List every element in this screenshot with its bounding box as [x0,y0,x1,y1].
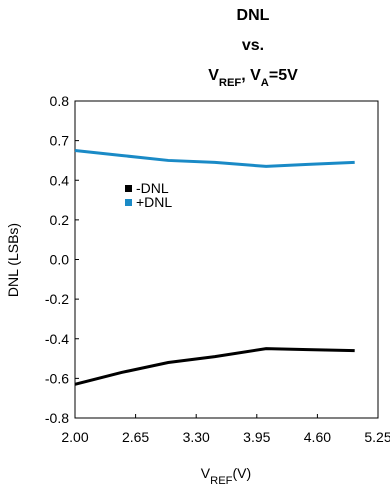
legend-swatch [125,199,132,206]
chart-title: vs. [242,37,264,54]
data-line [74,149,355,168]
chart-title-part: , V [241,67,261,84]
legend-label: -DNL [136,180,169,196]
chart-title-part: V [208,67,219,84]
data-line [74,347,355,386]
chart-title: DNL [237,7,270,24]
chart-title-part: A [261,77,269,89]
x-tick-label: 3.30 [183,429,210,445]
y-tick-label: -0.4 [45,331,69,347]
y-tick-label: 0.7 [50,133,70,149]
x-axis-label-part: REF [210,475,233,487]
y-tick-label: -0.6 [45,370,69,386]
chart-title-part: REF [219,77,242,89]
legend-swatch [125,185,132,192]
chart-title: VREF, VA=5V [208,67,298,89]
y-axis-label: DNL (LSBs) [5,223,21,297]
y-tick-label: 0.2 [50,212,70,228]
x-tick-label: 2.00 [61,429,88,445]
x-tick-label: 4.60 [304,429,331,445]
x-tick-label: 3.95 [243,429,270,445]
chart-title-part: =5V [269,67,298,84]
y-tick-label: 0.8 [50,93,70,109]
x-axis-label-part: (V) [233,465,252,481]
legend-label: +DNL [136,194,172,210]
y-tick-label: -0.8 [45,410,69,426]
x-tick-label: 2.65 [122,429,149,445]
x-axis-label: VREF(V) [201,465,251,487]
y-tick-label: 0.0 [50,252,70,268]
y-tick-label: -0.2 [45,291,69,307]
x-axis-label-part: V [201,465,211,481]
x-tick-label: 5.25 [364,429,390,445]
chart-title-part: vs. [242,37,264,54]
y-tick-label: 0.4 [50,172,70,188]
plot-frame [74,100,379,419]
chart-title-part: DNL [237,7,270,24]
